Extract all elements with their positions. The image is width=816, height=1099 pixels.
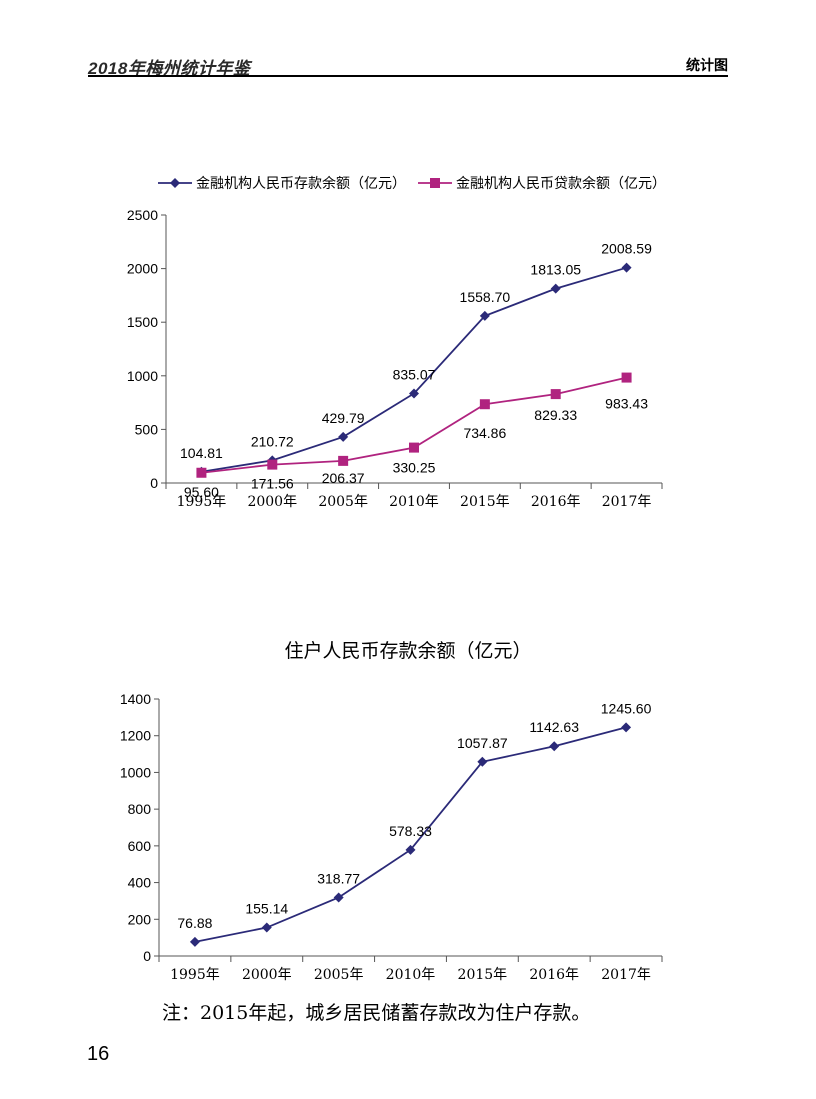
footnote: 注：2015年起，城乡居民储蓄存款改为住户存款。 xyxy=(162,1002,591,1024)
data-point-0-6 xyxy=(621,722,632,733)
data-point-0-4 xyxy=(477,756,488,767)
x-tick-label: 1995年 xyxy=(170,967,220,983)
data-label: 1142.63 xyxy=(529,719,579,735)
data-point-1-2 xyxy=(338,455,349,466)
data-label: 104.81 xyxy=(180,445,223,461)
legend-label-0: 金融机构人民币存款余额（亿元） xyxy=(196,175,406,191)
x-tick-label: 2000年 xyxy=(242,967,292,983)
data-label: 429.79 xyxy=(322,410,365,426)
y-tick-label: 1000 xyxy=(120,764,151,780)
data-label: 1558.70 xyxy=(460,289,511,305)
y-tick-label: 1400 xyxy=(120,691,151,707)
data-point-0-3 xyxy=(409,388,419,399)
y-tick-label: 600 xyxy=(128,838,152,854)
data-point-1-0 xyxy=(196,467,207,478)
data-label: 835.07 xyxy=(393,366,436,382)
x-tick-label: 2015年 xyxy=(460,494,510,510)
x-tick-label: 2005年 xyxy=(314,967,364,983)
deposit-loan-chart: 0 500 1000 1500 2000 2500 1995年 2000年 2005年 2010年… xyxy=(127,175,666,510)
x-tick-label: 2016年 xyxy=(531,494,581,510)
data-label: 171.56 xyxy=(251,476,294,492)
y-tick-label: 2500 xyxy=(127,207,158,223)
data-point-1-4 xyxy=(479,399,490,410)
chart2-title: 住户人民币存款余额（亿元） xyxy=(284,640,532,662)
legend-label-1: 金融机构人民币贷款余额（亿元） xyxy=(456,175,666,191)
data-label: 734.86 xyxy=(463,425,506,441)
legend-marker-0 xyxy=(170,178,180,188)
data-point-1-1 xyxy=(267,459,278,470)
x-tick-label: 2010年 xyxy=(389,494,439,510)
data-label: 829.33 xyxy=(534,407,577,423)
data-label: 76.88 xyxy=(177,915,212,931)
data-label: 155.14 xyxy=(245,901,288,917)
data-point-0-6 xyxy=(621,262,632,273)
x-tick-label: 2015年 xyxy=(458,967,508,983)
x-tick-label: 2017年 xyxy=(601,967,651,983)
data-point-0-1 xyxy=(261,922,272,933)
y-tick-label: 500 xyxy=(135,421,159,437)
y-tick-label: 0 xyxy=(150,475,158,491)
data-point-0-2 xyxy=(338,431,349,442)
x-tick-label: 1995年 xyxy=(177,494,227,510)
x-tick-label: 2010年 xyxy=(386,967,436,983)
data-label: 1245.60 xyxy=(601,700,652,716)
page-header: 2018年梅州统计年鉴 统计图 xyxy=(88,52,728,78)
data-point-0-0 xyxy=(189,936,200,947)
y-tick-label: 400 xyxy=(128,875,152,891)
data-label: 578.33 xyxy=(389,823,432,839)
legend-marker-1 xyxy=(430,178,440,188)
y-tick-label: 800 xyxy=(128,801,152,817)
page-number: 16 xyxy=(87,1043,110,1065)
data-point-0-3 xyxy=(405,844,416,855)
x-tick-label: 2000年 xyxy=(247,494,297,510)
section-title: 统计图 xyxy=(686,57,728,73)
data-label: 330.25 xyxy=(393,460,436,476)
data-label: 983.43 xyxy=(605,396,648,412)
data-point-0-5 xyxy=(549,741,560,752)
header-rule xyxy=(88,75,728,77)
y-tick-label: 1200 xyxy=(120,728,151,744)
data-point-1-5 xyxy=(550,389,561,400)
y-tick-label: 200 xyxy=(128,911,152,927)
household-deposit-chart: 0 200 400 600 800 1000 1200 1400 1995年 2000年 2005年… xyxy=(120,691,663,983)
data-point-1-3 xyxy=(409,442,419,453)
x-tick-label: 2005年 xyxy=(318,494,368,510)
y-tick-label: 0 xyxy=(143,948,151,964)
y-tick-label: 1000 xyxy=(127,368,158,384)
data-point-0-4 xyxy=(479,310,490,321)
x-tick-label: 2017年 xyxy=(602,494,652,510)
data-point-0-2 xyxy=(333,892,344,903)
yearbook-title: 2018年梅州统计年鉴 xyxy=(88,59,251,78)
data-point-0-5 xyxy=(550,283,561,294)
data-label: 1813.05 xyxy=(530,262,581,278)
data-label: 318.77 xyxy=(317,870,360,886)
data-label: 210.72 xyxy=(251,433,294,449)
data-label: 95.60 xyxy=(184,484,219,500)
y-tick-label: 1500 xyxy=(127,314,158,330)
data-point-1-6 xyxy=(621,372,632,383)
data-label: 2008.59 xyxy=(601,241,652,257)
y-tick-label: 2000 xyxy=(127,261,158,277)
data-label: 206.37 xyxy=(322,470,365,486)
data-label: 1057.87 xyxy=(457,735,508,751)
x-tick-label: 2016年 xyxy=(529,967,579,983)
